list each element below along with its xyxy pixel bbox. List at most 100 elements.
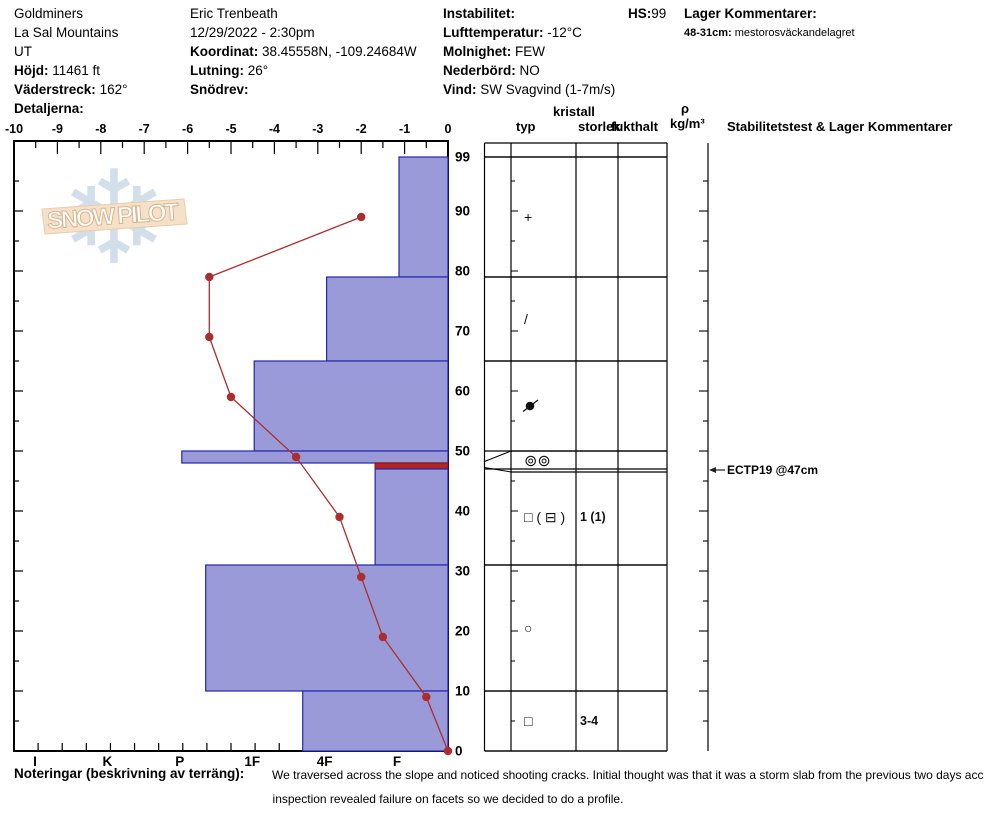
sky-cover-value: FEW xyxy=(515,44,545,59)
column-header-fukthalt: fukthalt xyxy=(611,119,658,134)
snow-drift-label: Snödrev: xyxy=(190,82,249,97)
column-header-storlek: storlek xyxy=(578,119,621,134)
grain-type-symbol: / xyxy=(524,311,528,327)
layer-bar xyxy=(253,360,449,452)
depth-axis-label: 90 xyxy=(455,204,470,219)
temperature-point xyxy=(226,392,236,402)
instability-label: Instabilitet: xyxy=(443,6,516,21)
datetime: 12/29/2022 - 2:30pm xyxy=(190,25,315,40)
temp-axis-label: -9 xyxy=(52,122,63,136)
grain-size-value: 1 (1) xyxy=(580,510,606,524)
precipitation-value: NO xyxy=(519,63,540,78)
wind-label: Vind: xyxy=(443,82,477,97)
thin-layer-leader xyxy=(484,467,512,473)
temperature-point xyxy=(335,512,344,522)
total-snow-height: HS:99 xyxy=(628,4,666,23)
slope-angle-label: Lutning: xyxy=(190,63,244,78)
depth-axis-label: 99 xyxy=(455,150,470,165)
grain-type-symbol: ○ xyxy=(524,620,532,636)
layer-comment-text: mestorosväckandelagret xyxy=(734,27,855,39)
grain-type-symbol: □ xyxy=(524,713,533,729)
hs-label: HS: xyxy=(628,6,652,21)
depth-axis-label: 20 xyxy=(455,624,470,639)
failure-layer-bar xyxy=(374,462,449,470)
layer-bar xyxy=(326,276,449,362)
layer-bar xyxy=(205,564,449,692)
temp-axis-label: 0 xyxy=(445,122,452,136)
column-header-stability: Stabilitetstest & Lager Kommentarer xyxy=(727,119,953,134)
temp-axis-label: -5 xyxy=(225,122,236,136)
snow-drift: Snödrev: xyxy=(190,80,249,99)
coordinates-label: Koordinat: xyxy=(190,44,259,59)
precipitation-label: Nederbörd: xyxy=(443,63,516,78)
column-header-density-symbol: ρ xyxy=(681,101,690,116)
hardness-axis-label: 1F xyxy=(244,754,260,769)
temp-axis-label: -8 xyxy=(95,122,106,136)
air-temp-label: Lufttemperatur: xyxy=(443,25,544,40)
aspect-value: 162° xyxy=(99,82,128,97)
depth-axis-label: 0 xyxy=(455,744,463,759)
coordinates-value: 38.45558N, -109.24684W xyxy=(262,44,417,59)
temperature-point xyxy=(291,452,301,462)
depth-axis-label: 80 xyxy=(455,264,470,279)
depth-axis-label: 50 xyxy=(455,444,470,459)
elevation-label: Höjd: xyxy=(14,63,49,78)
temperature-point xyxy=(378,632,388,642)
column-header-kristall: kristall xyxy=(553,104,595,119)
temperature-line xyxy=(208,216,449,752)
hs-value: 99 xyxy=(651,6,667,21)
depth-axis-label: 70 xyxy=(455,324,470,339)
mountain-range: La Sal Mountains xyxy=(14,25,119,40)
temp-axis-label: -3 xyxy=(312,122,323,136)
observer: Eric Trenbeath xyxy=(190,6,278,21)
hardness-axis-label: I xyxy=(33,754,37,769)
layer-comment: 48-31cm: mestorosväckandelagret xyxy=(684,24,855,43)
temperature-point xyxy=(205,272,214,282)
wind-value: SW Svagvind (1-7m/s) xyxy=(480,82,616,97)
notes-label: Noteringar (beskrivning av terräng): xyxy=(14,766,245,781)
details: Detaljerna: xyxy=(14,99,84,118)
layer-bar xyxy=(374,468,449,566)
temp-axis-label: -2 xyxy=(356,122,367,136)
grain-type-symbol: ⊚⊚ xyxy=(524,453,551,470)
slope-angle-value: 26° xyxy=(247,63,269,78)
hardness-axis-label: F xyxy=(393,754,401,769)
temperature-point xyxy=(443,746,453,756)
temperature-point xyxy=(205,332,214,342)
depth-axis-label: 40 xyxy=(455,504,470,519)
temperature-point xyxy=(357,572,366,582)
wind: Vind: SW Svagvind (1-7m/s) xyxy=(443,80,615,99)
slope-angle: Lutning: 26° xyxy=(190,61,268,80)
temp-axis-label: -10 xyxy=(5,122,23,136)
grain-type-symbol: □ ( ⊟ ) xyxy=(524,509,565,525)
depth-axis-label: 30 xyxy=(455,564,470,579)
layer-comments-label: Lager Kommentarer: xyxy=(684,6,817,21)
hardness-axis-label: 4F xyxy=(317,754,333,769)
logo-banner xyxy=(41,198,188,235)
layer-comments-title: Lager Kommentarer: xyxy=(684,4,817,23)
layer-comment-range: 48-31cm: xyxy=(684,27,732,39)
grain-size-value: 3-4 xyxy=(580,714,598,728)
sky-cover-label: Molnighet: xyxy=(443,44,512,59)
pit-name: Goldminers xyxy=(14,6,84,21)
stability-test-result: ECTP19 @47cm xyxy=(727,463,818,477)
temperature-point xyxy=(422,692,431,702)
depth-axis-label: 10 xyxy=(455,684,470,699)
hardness-axis-label: K xyxy=(103,754,113,769)
aspect: Väderstreck: 162° xyxy=(14,80,128,99)
coordinates: Koordinat: 38.45558N, -109.24684W xyxy=(190,42,417,61)
temp-axis-label: -6 xyxy=(182,122,193,136)
stability-annotation-arrowhead xyxy=(709,467,716,473)
notes-line1: We traversed across the slope and notice… xyxy=(272,768,984,782)
thin-layer-leader xyxy=(484,450,512,462)
grain-type-icon xyxy=(522,399,539,413)
state: UT xyxy=(14,44,32,59)
column-header-density-unit: kg/m³ xyxy=(670,116,705,131)
air-temp: Lufttemperatur: -12°C xyxy=(443,23,582,42)
temp-axis-label: -1 xyxy=(399,122,410,136)
notes-line2: inspection revealed failure on facets so… xyxy=(272,792,624,806)
hardness-axis-label: P xyxy=(175,754,184,769)
temp-axis-label: -4 xyxy=(269,122,280,136)
